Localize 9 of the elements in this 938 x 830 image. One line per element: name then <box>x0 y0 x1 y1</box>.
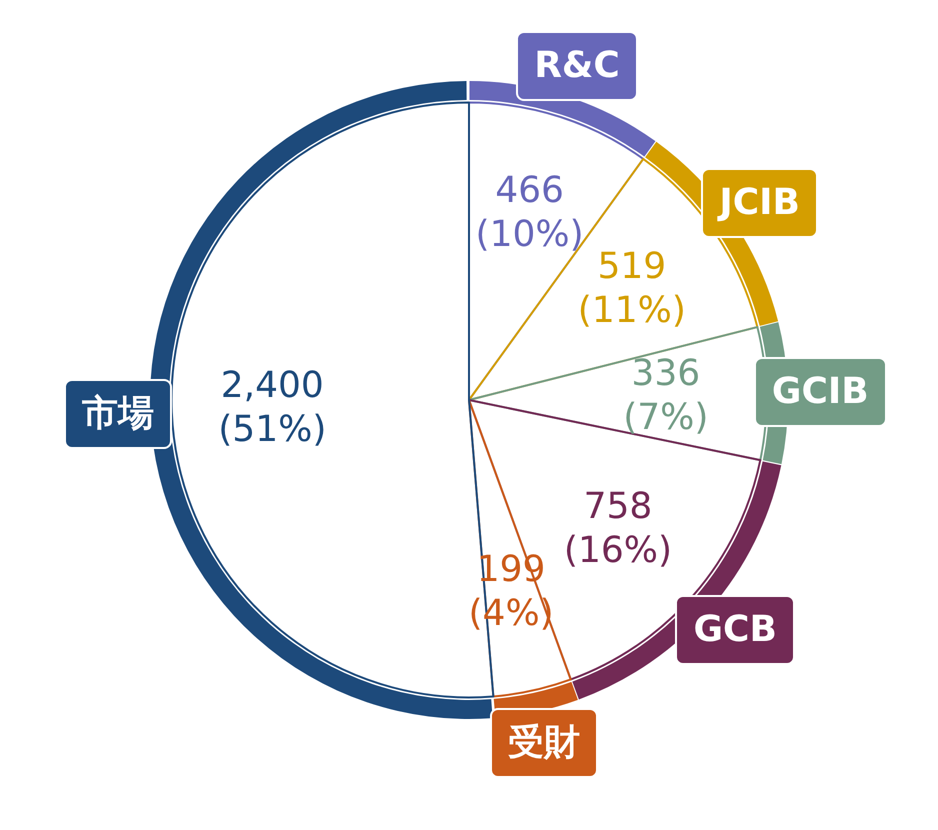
data-label: 336 (7%) <box>623 352 708 440</box>
slice-label: 受財 <box>490 708 598 778</box>
slice-label: 市場 <box>64 379 172 450</box>
data-label: 2,400 (51%) <box>218 364 326 452</box>
slice-label: GCIB <box>754 357 887 428</box>
slice-label: JCIB <box>701 168 818 238</box>
slice-label: R&C <box>516 30 638 101</box>
slice-label: GCB <box>675 594 795 665</box>
data-label: 758 (16%) <box>564 484 672 573</box>
